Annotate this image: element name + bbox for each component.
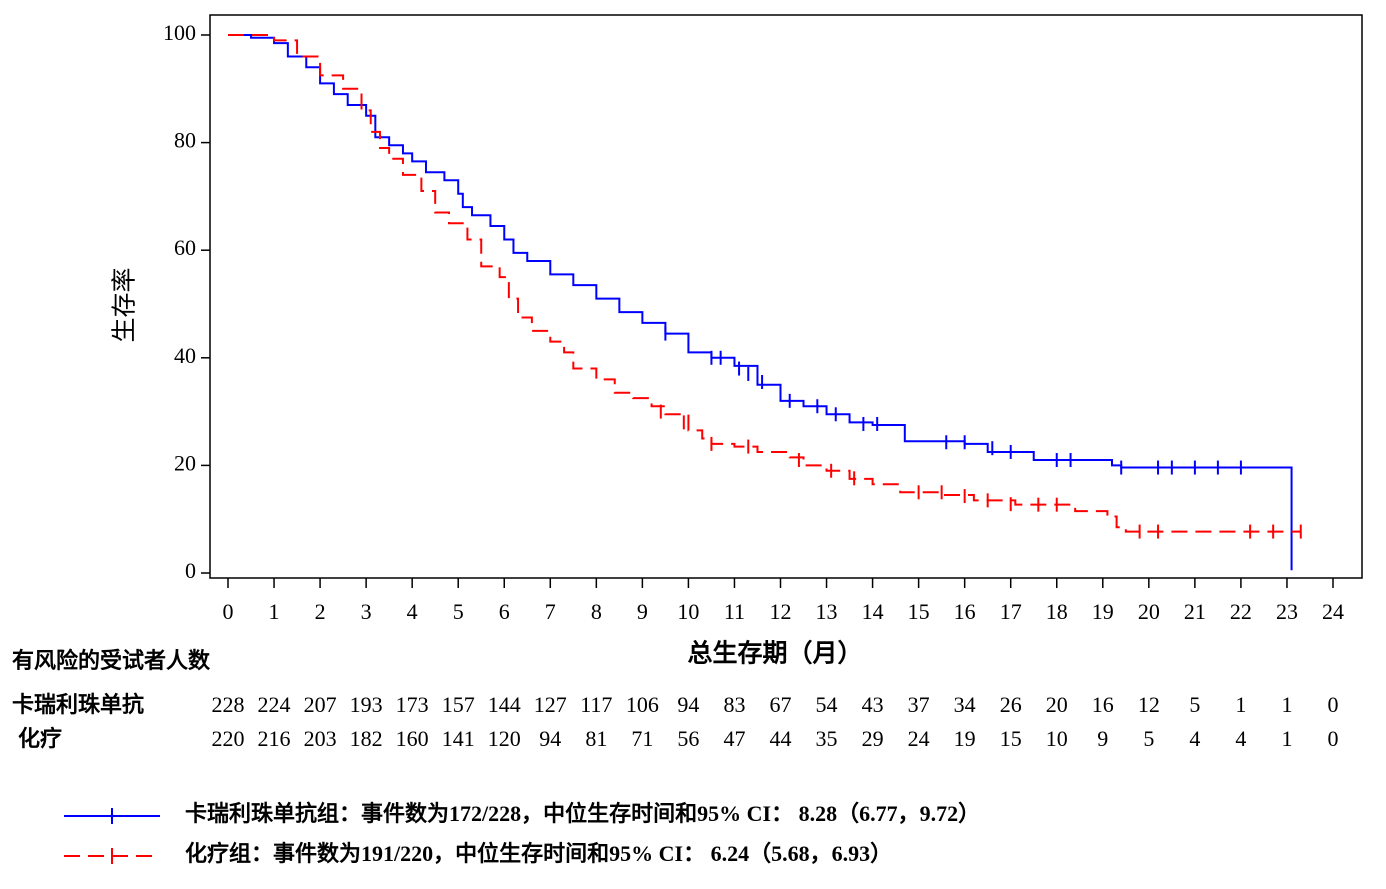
- risk-row-label: 卡瑞利珠单抗: [12, 692, 144, 717]
- risk-count: 20: [1046, 692, 1068, 717]
- risk-count: 43: [862, 692, 884, 717]
- risk-count: 106: [626, 692, 659, 717]
- x-tick-label: 3: [361, 599, 372, 624]
- risk-count: 144: [488, 692, 521, 717]
- risk-count: 182: [350, 726, 383, 751]
- risk-count: 26: [1000, 692, 1022, 717]
- y-tick-label: 40: [174, 343, 196, 368]
- risk-count: 29: [862, 726, 884, 751]
- x-tick-label: 9: [637, 599, 648, 624]
- x-tick-label: 10: [677, 599, 699, 624]
- risk-count: 127: [534, 692, 567, 717]
- risk-count: 44: [770, 726, 792, 751]
- x-tick-label: 17: [1000, 599, 1022, 624]
- risk-count: 9: [1097, 726, 1108, 751]
- risk-count: 157: [442, 692, 475, 717]
- y-tick-label: 60: [174, 235, 196, 260]
- x-tick-label: 19: [1092, 599, 1114, 624]
- risk-count: 94: [677, 692, 699, 717]
- x-tick-label: 7: [545, 599, 556, 624]
- risk-count: 5: [1189, 692, 1200, 717]
- x-tick-label: 1: [269, 599, 280, 624]
- risk-count: 120: [488, 726, 521, 751]
- risk-count: 81: [585, 726, 607, 751]
- x-tick-label: 20: [1138, 599, 1160, 624]
- y-tick-label: 0: [185, 558, 196, 583]
- risk-count: 47: [723, 726, 745, 751]
- x-tick-label: 5: [453, 599, 464, 624]
- risk-count: 0: [1328, 692, 1339, 717]
- y-tick-label: 100: [163, 20, 196, 45]
- risk-count: 220: [212, 726, 245, 751]
- x-tick-label: 14: [862, 599, 884, 624]
- risk-count: 5: [1143, 726, 1154, 751]
- x-tick-label: 15: [908, 599, 930, 624]
- x-tick-label: 21: [1184, 599, 1206, 624]
- risk-count: 4: [1189, 726, 1200, 751]
- risk-count: 173: [396, 692, 429, 717]
- risk-count: 19: [954, 726, 976, 751]
- survival-curve: [228, 34, 1301, 533]
- x-tick-label: 11: [724, 599, 745, 624]
- x-tick-label: 13: [816, 599, 838, 624]
- x-tick-label: 18: [1046, 599, 1068, 624]
- risk-count: 56: [677, 726, 699, 751]
- risk-count: 34: [954, 692, 976, 717]
- risk-count: 228: [212, 692, 245, 717]
- risk-count: 10: [1046, 726, 1068, 751]
- risk-count: 83: [723, 692, 745, 717]
- risk-count: 0: [1328, 726, 1339, 751]
- risk-count: 54: [816, 692, 838, 717]
- y-tick-label: 80: [174, 128, 196, 153]
- y-tick-label: 20: [174, 450, 196, 475]
- x-tick-label: 4: [407, 599, 418, 624]
- risk-row-label: 化疗: [18, 726, 62, 751]
- risk-count: 203: [304, 726, 337, 751]
- risk-count: 160: [396, 726, 429, 751]
- x-tick-label: 24: [1322, 599, 1344, 624]
- risk-count: 1: [1235, 692, 1246, 717]
- risk-count: 15: [1000, 726, 1022, 751]
- plot-frame: [209, 14, 1363, 579]
- x-tick-label: 12: [770, 599, 792, 624]
- risk-count: 117: [580, 692, 612, 717]
- survival-curve: [228, 34, 1293, 571]
- y-axis-label: 生存率: [111, 267, 139, 342]
- risk-count: 4: [1235, 726, 1246, 751]
- x-tick-label: 2: [315, 599, 326, 624]
- risk-count: 12: [1138, 692, 1160, 717]
- risk-count: 1: [1281, 726, 1292, 751]
- x-tick-label: 23: [1276, 599, 1298, 624]
- risk-count: 37: [908, 692, 930, 717]
- x-tick-label: 22: [1230, 599, 1252, 624]
- risk-count: 216: [258, 726, 291, 751]
- risk-count: 71: [631, 726, 653, 751]
- risk-count: 193: [350, 692, 383, 717]
- risk-count: 16: [1092, 692, 1114, 717]
- risk-count: 207: [304, 692, 337, 717]
- risk-table-title: 有风险的受试者人数: [12, 648, 211, 673]
- legend-label: 化疗组：事件数为191/220，中位生存时间和95% CI： 6.24（5.68…: [185, 841, 892, 866]
- risk-count: 94: [539, 726, 561, 751]
- x-axis-label: 总生存期（月）: [687, 639, 862, 668]
- risk-count: 35: [816, 726, 838, 751]
- x-tick-label: 8: [591, 599, 602, 624]
- risk-count: 67: [770, 692, 792, 717]
- risk-count: 24: [908, 726, 930, 751]
- x-tick-label: 0: [223, 599, 234, 624]
- x-tick-label: 16: [954, 599, 976, 624]
- legend-label: 卡瑞利珠单抗组：事件数为172/228，中位生存时间和95% CI： 8.28（…: [185, 801, 980, 826]
- risk-count: 224: [258, 692, 291, 717]
- x-tick-label: 6: [499, 599, 510, 624]
- risk-count: 1: [1281, 692, 1292, 717]
- risk-count: 141: [442, 726, 475, 751]
